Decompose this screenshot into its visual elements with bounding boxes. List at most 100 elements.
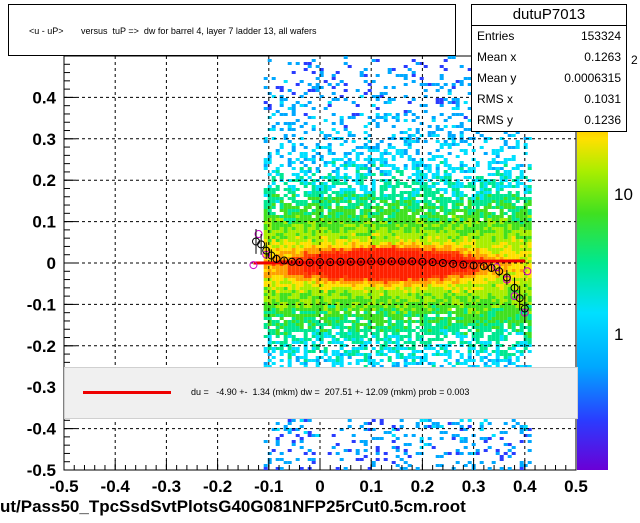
heatmap-cell bbox=[387, 305, 392, 308]
heatmap-cell bbox=[455, 320, 460, 323]
heatmap-cell bbox=[403, 227, 408, 230]
heatmap-cell bbox=[399, 131, 404, 134]
heatmap-cell bbox=[503, 293, 508, 296]
heatmap-cell bbox=[451, 257, 456, 260]
heatmap-cell bbox=[411, 284, 416, 287]
heatmap-cell bbox=[415, 305, 420, 308]
heatmap-cell bbox=[263, 239, 268, 242]
heatmap-cell bbox=[403, 215, 408, 218]
heatmap-cell bbox=[315, 200, 320, 203]
heatmap-cell bbox=[271, 263, 276, 266]
heatmap-cell bbox=[491, 434, 496, 437]
heatmap-cell bbox=[291, 284, 296, 287]
heatmap-cell bbox=[267, 323, 272, 326]
heatmap-cell bbox=[391, 236, 396, 239]
heatmap-cell bbox=[415, 284, 420, 287]
heatmap-cell bbox=[391, 290, 396, 293]
heatmap-cell bbox=[447, 152, 452, 155]
heatmap-cell bbox=[507, 197, 512, 200]
heatmap-cell bbox=[403, 356, 408, 359]
heatmap-cell bbox=[339, 116, 344, 119]
heatmap-cell bbox=[375, 317, 380, 320]
heatmap-cell bbox=[295, 254, 300, 257]
heatmap-cell bbox=[335, 443, 340, 446]
heatmap-cell bbox=[431, 326, 436, 329]
heatmap-cell bbox=[523, 302, 528, 305]
heatmap-cell bbox=[479, 296, 484, 299]
heatmap-cell bbox=[487, 275, 492, 278]
heatmap-cell bbox=[447, 356, 452, 359]
heatmap-cell bbox=[395, 341, 400, 344]
heatmap-cell bbox=[459, 332, 464, 335]
heatmap-cell bbox=[359, 188, 364, 191]
heatmap-cell bbox=[383, 452, 388, 455]
heatmap-cell bbox=[331, 239, 336, 242]
heatmap-cell bbox=[431, 248, 436, 251]
heatmap-cell bbox=[419, 452, 424, 455]
heatmap-cell bbox=[499, 257, 504, 260]
heatmap-cell bbox=[435, 224, 440, 227]
heatmap-cell bbox=[315, 320, 320, 323]
heatmap-cell bbox=[339, 248, 344, 251]
heatmap-cell bbox=[447, 278, 452, 281]
heatmap-cell bbox=[391, 215, 396, 218]
heatmap-cell bbox=[271, 113, 276, 116]
heatmap-cell bbox=[311, 323, 316, 326]
heatmap-cell bbox=[379, 422, 384, 425]
heatmap-cell bbox=[263, 245, 268, 248]
heatmap-cell bbox=[263, 233, 268, 236]
heatmap-cell bbox=[343, 272, 348, 275]
heatmap-cell bbox=[483, 320, 488, 323]
heatmap-cell bbox=[407, 275, 412, 278]
heatmap-cell bbox=[407, 194, 412, 197]
heatmap-cell bbox=[515, 143, 520, 146]
heatmap-cell bbox=[391, 167, 396, 170]
heatmap-cell bbox=[307, 167, 312, 170]
heatmap-cell bbox=[435, 101, 440, 104]
heatmap-cell bbox=[263, 194, 268, 197]
heatmap-cell bbox=[263, 278, 268, 281]
heatmap-cell bbox=[439, 431, 444, 434]
heatmap-cell bbox=[307, 350, 312, 353]
heatmap-cell bbox=[499, 179, 504, 182]
heatmap-cell bbox=[451, 311, 456, 314]
heatmap-cell bbox=[399, 173, 404, 176]
heatmap-cell bbox=[451, 434, 456, 437]
heatmap-cell bbox=[315, 269, 320, 272]
heatmap-cell bbox=[519, 245, 524, 248]
heatmap-cell bbox=[395, 308, 400, 311]
heatmap-cell bbox=[315, 245, 320, 248]
heatmap-cell bbox=[299, 440, 304, 443]
heatmap-cell bbox=[319, 245, 324, 248]
heatmap-cell bbox=[451, 125, 456, 128]
heatmap-cell bbox=[491, 254, 496, 257]
heatmap-cell bbox=[327, 251, 332, 254]
heatmap-cell bbox=[495, 152, 500, 155]
heatmap-cell bbox=[335, 224, 340, 227]
heatmap-cell bbox=[355, 449, 360, 452]
heatmap-cell bbox=[375, 143, 380, 146]
heatmap-cell bbox=[315, 314, 320, 317]
heatmap-cell bbox=[451, 467, 456, 470]
heatmap-cell bbox=[431, 116, 436, 119]
heatmap-cell bbox=[351, 308, 356, 311]
heatmap-cell bbox=[315, 86, 320, 89]
heatmap-cell bbox=[295, 284, 300, 287]
heatmap-cell bbox=[267, 332, 272, 335]
heatmap-cell bbox=[483, 311, 488, 314]
heatmap-cell bbox=[311, 290, 316, 293]
heatmap-cell bbox=[479, 254, 484, 257]
heatmap-cell bbox=[395, 233, 400, 236]
heatmap-cell bbox=[323, 296, 328, 299]
heatmap-cell bbox=[295, 230, 300, 233]
heatmap-cell bbox=[287, 128, 292, 131]
heatmap-cell bbox=[527, 197, 532, 200]
heatmap-cell bbox=[443, 212, 448, 215]
heatmap-cell bbox=[363, 254, 368, 257]
heatmap-cell bbox=[367, 275, 372, 278]
heatmap-cell bbox=[379, 314, 384, 317]
heatmap-cell bbox=[291, 317, 296, 320]
heatmap-cell bbox=[451, 272, 456, 275]
heatmap-cell bbox=[391, 221, 396, 224]
heatmap-cell bbox=[415, 149, 420, 152]
